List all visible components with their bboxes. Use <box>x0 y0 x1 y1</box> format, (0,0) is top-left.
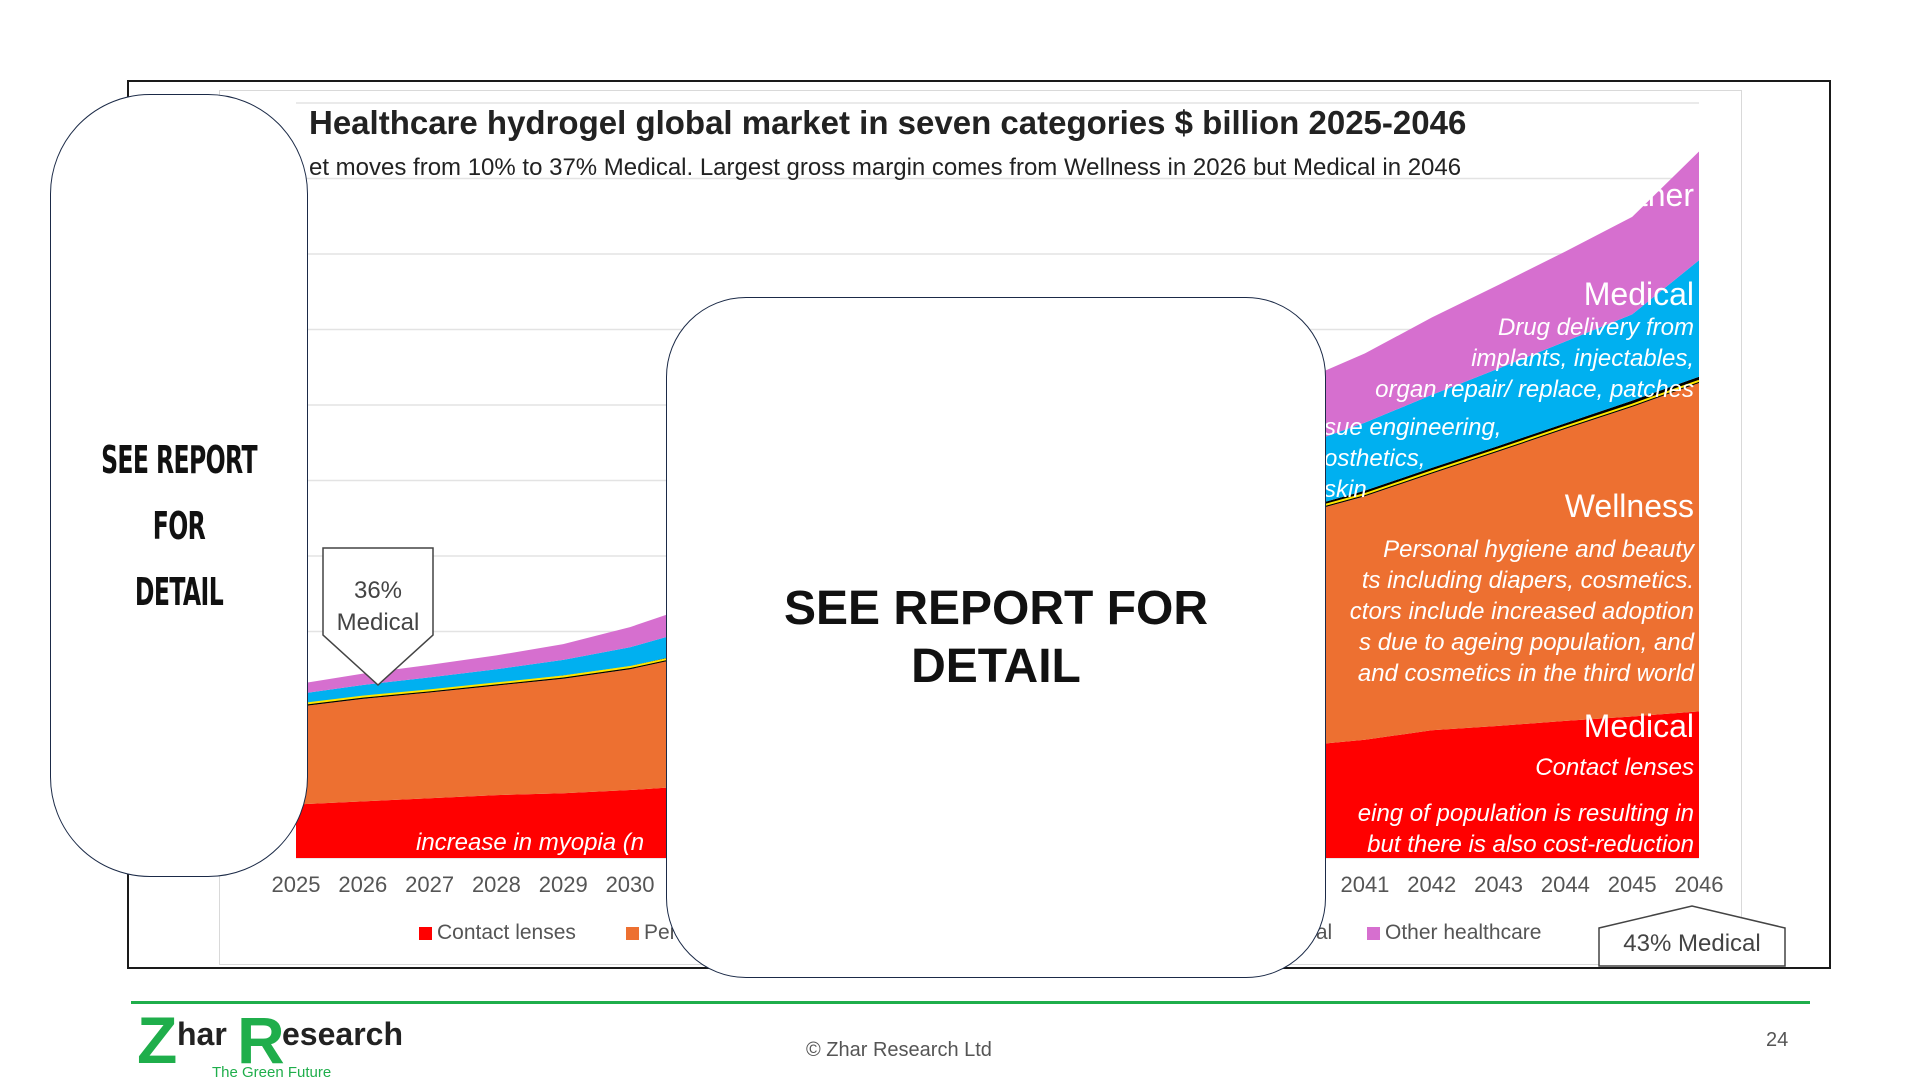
left-panel-text: SEE REPORT FOR DETAIL <box>100 427 259 625</box>
x-tick-label: 2029 <box>539 872 588 897</box>
callout-43-medical: 43% Medical <box>1598 905 1786 967</box>
annotation-line: ts including diapers, cosmetics. <box>1361 567 1694 594</box>
x-tick-label: 2044 <box>1541 872 1590 897</box>
chart-title: Healthcare hydrogel global market in sev… <box>309 104 1467 141</box>
x-tick-label: 2025 <box>272 872 321 897</box>
annotation-line: but there is also cost-reduction <box>1367 831 1694 858</box>
legend-label: Other healthcare <box>1385 921 1542 944</box>
footer-copyright: © Zhar Research Ltd <box>806 1039 992 1061</box>
logo-letter-r: R <box>237 1005 285 1077</box>
x-tick-label: 2026 <box>338 872 387 897</box>
left-see-report-panel: SEE REPORT FOR DETAIL <box>50 94 308 877</box>
annotation-line: osthetics, <box>1324 445 1426 472</box>
segment-label-wellness: Wellness <box>1564 488 1694 524</box>
callout-43-text: 43% Medical <box>1623 930 1761 957</box>
annotation-contact-lenses: Contact lenses <box>1535 754 1694 781</box>
segment-label-other: Other <box>1613 177 1694 213</box>
callout-36-text: 36% Medical <box>322 575 434 639</box>
legend-item-contact-lenses: Contact lenses <box>419 921 576 945</box>
logo-tagline: The Green Future <box>212 1064 331 1080</box>
logo-text-esearch: esearch <box>282 1016 403 1052</box>
callout-shape <box>1598 905 1786 967</box>
panel-line: DETAIL <box>911 640 1081 693</box>
center-see-report-panel: SEE REPORT FOR DETAIL <box>666 297 1326 978</box>
annotation-wellness: Personal hygiene and beauty ts including… <box>1350 534 1694 689</box>
legend-label: Contact lenses <box>437 921 576 944</box>
x-tick-label: 2043 <box>1474 872 1523 897</box>
annotation-line: Personal hygiene and beauty <box>1383 536 1694 563</box>
annotation-ageing: eing of population is resulting in but t… <box>1358 798 1694 860</box>
panel-line: SEE REPORT FOR <box>783 582 1209 635</box>
annotation-line: s due to ageing population, and <box>1359 629 1694 656</box>
annotation-drug-delivery: Drug delivery from implants, injectables… <box>1375 312 1694 405</box>
legend-swatch <box>419 926 432 940</box>
panel-line: DETAIL <box>134 570 224 614</box>
annotation-line: organ repair/ replace, patches <box>1375 376 1694 403</box>
x-tick-label: 2041 <box>1340 872 1389 897</box>
annotation-line: eing of population is resulting in <box>1357 800 1694 827</box>
annotation-line: implants, injectables, <box>1471 345 1694 372</box>
page-number: 24 <box>1766 1029 1789 1051</box>
annotation-tissue: sue engineering, osthetics, skin <box>1324 412 1501 505</box>
callout-36-medical: 36% Medical <box>322 547 434 687</box>
x-tick-label: 2046 <box>1675 872 1724 897</box>
segment-label-medical-top: Medical <box>1583 276 1694 312</box>
center-panel-text: SEE REPORT FOR DETAIL <box>667 580 1325 696</box>
annotation-myopia: increase in myopia (n <box>416 829 645 856</box>
footer-divider <box>131 1001 1810 1004</box>
callout-line: 36% <box>353 577 403 604</box>
annotation-line: sue engineering, <box>1324 414 1502 441</box>
annotation-line: and cosmetics in the third world <box>1357 660 1694 687</box>
legend-item-other-healthcare: Other healthcare <box>1367 921 1541 945</box>
callout-shape <box>322 547 434 687</box>
legend-swatch <box>1367 926 1380 940</box>
x-tick-label: 2045 <box>1608 872 1657 897</box>
x-tick-label: 2030 <box>606 872 655 897</box>
segment-label-medical-bottom: Medical <box>1583 708 1694 744</box>
annotation-line: skin <box>1324 476 1367 503</box>
logo-text-har: har <box>177 1016 227 1052</box>
annotation-line: ctors include increased adoption <box>1349 598 1694 625</box>
chart-subtitle: et moves from 10% to 37% Medical. Larges… <box>309 154 1462 181</box>
zhar-research-logo: Z har R esearch The Green Future <box>137 1005 403 1080</box>
logo-letter-z: Z <box>137 1005 177 1077</box>
annotation-line: Drug delivery from <box>1497 314 1694 341</box>
callout-line: Medical <box>336 609 420 636</box>
legend-swatch <box>626 926 639 940</box>
x-tick-label: 2042 <box>1407 872 1456 897</box>
panel-line: SEE REPORT FOR <box>101 438 257 548</box>
x-tick-label: 2027 <box>405 872 454 897</box>
x-tick-label: 2028 <box>472 872 521 897</box>
